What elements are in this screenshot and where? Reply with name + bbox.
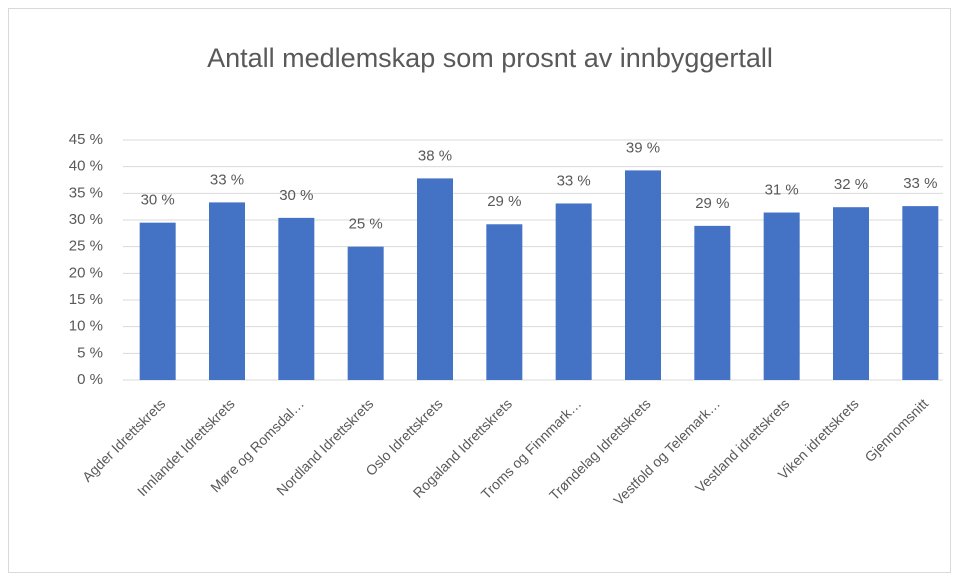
bar — [902, 206, 939, 380]
value-label: 31 % — [765, 182, 799, 199]
y-tick-label: 0 % — [77, 371, 103, 388]
y-tick-label: 25 % — [69, 238, 103, 255]
y-tick-label: 40 % — [69, 158, 103, 175]
value-label: 33 % — [903, 175, 937, 192]
value-label: 33 % — [210, 171, 244, 188]
y-tick-label: 45 % — [69, 131, 103, 148]
value-label: 38 % — [418, 147, 452, 164]
value-label: 39 % — [626, 139, 660, 156]
bar — [763, 212, 800, 380]
y-tick-label: 10 % — [69, 318, 103, 335]
value-label: 30 % — [141, 192, 175, 209]
bar — [347, 246, 384, 380]
bar — [417, 178, 453, 380]
value-label: 25 % — [349, 216, 383, 233]
y-tick-label: 20 % — [69, 264, 103, 281]
chart-title: Antall medlemskap som prosnt av innbygge… — [207, 43, 773, 73]
bar — [209, 202, 245, 380]
value-label: 29 % — [695, 195, 729, 212]
value-label: 30 % — [279, 187, 313, 204]
y-tick-label: 35 % — [69, 184, 103, 201]
bar — [694, 225, 731, 380]
y-tick-label: 15 % — [69, 291, 103, 308]
y-tick-label: 5 % — [77, 344, 103, 361]
bar — [139, 222, 176, 380]
bar — [486, 224, 523, 380]
value-label: 33 % — [557, 172, 591, 189]
bar — [625, 170, 661, 380]
value-label: 29 % — [487, 193, 521, 210]
y-tick-label: 30 % — [69, 211, 103, 228]
bar — [555, 203, 592, 380]
bar — [833, 207, 869, 380]
value-label: 32 % — [834, 176, 868, 193]
bar — [278, 217, 315, 380]
